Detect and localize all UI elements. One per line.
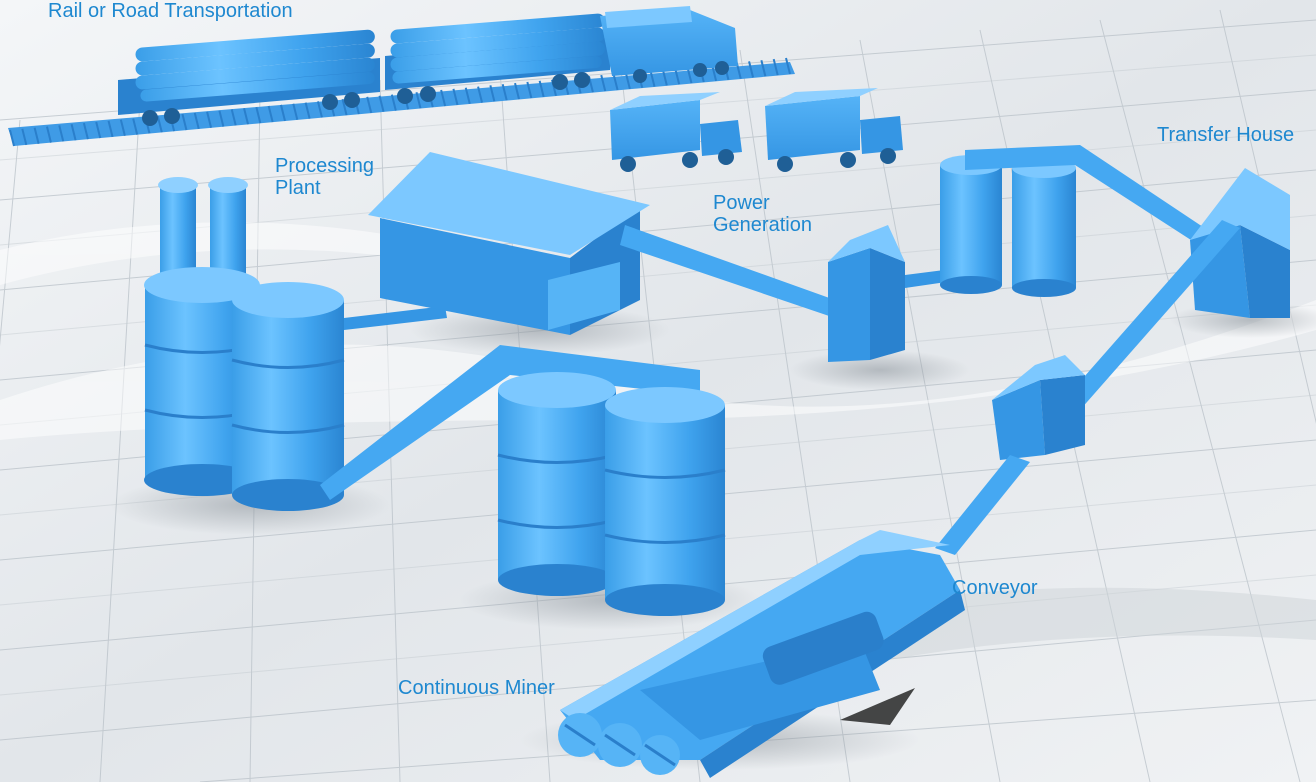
train-railcars [118,6,738,126]
rail-tie [612,73,619,91]
miner-shadow-wedge [840,688,915,725]
rail-tie [58,125,65,142]
diagram-labels: Rail or Road Transportation Processing Pl… [48,0,1294,699]
truck-1 [610,92,742,172]
rail-tie [489,85,496,102]
rail-tie [82,122,89,140]
rail-tie [95,121,102,139]
label-conveyor: Conveyor [952,577,1038,599]
label-line: Processing [275,155,374,177]
label-line: Rail or Road Transportation [48,0,293,22]
truck-2 [765,88,903,172]
rail-tie [501,84,508,101]
rail-tie [107,120,114,138]
rail-tie [366,96,373,114]
rail-tie [119,119,126,136]
rail-tie [772,58,779,76]
rail-tie [477,86,484,103]
rail-tie [624,72,631,90]
rail-tie [760,60,767,77]
rail-tie [218,110,225,127]
rail-tie [440,89,447,107]
rail-tie [514,82,520,100]
label-line: Continuous Miner [398,677,555,699]
label-line: Power [713,192,770,214]
label-line: Conveyor [952,577,1038,599]
conveyor-belt [935,455,1030,555]
label-transfer-house: Transfer House [1157,124,1294,146]
rail-tie [9,129,15,147]
rail-tie [181,113,188,131]
rail-tie [230,109,237,126]
rail-tie [378,95,385,112]
label-line: Generation [713,214,812,236]
continuous-miner-machine [558,530,965,778]
rail-tie [600,74,607,92]
rail-tie [280,104,286,122]
haul-trucks [610,88,903,172]
rail-tie [70,124,77,141]
rail-tie [649,70,656,87]
rail-tie [267,105,274,123]
rail-tie [193,112,200,130]
rail-tie [526,81,533,99]
rail-tie [785,57,791,75]
rail-tie [132,118,139,135]
label-processing-plant: Processing Plant [275,155,374,199]
rail-tie [341,98,348,116]
rail-tie [243,108,250,125]
rail-tie [304,102,311,119]
label-line: Plant [275,177,321,199]
storage-silos [497,372,726,616]
transfer-silos [940,145,1230,297]
processing-plant-building [368,152,650,335]
rail-tie [33,127,40,144]
rail-tie [255,106,262,124]
processing-plant-stacks [144,177,345,511]
rail-tie [452,88,459,106]
rail-tie [292,103,299,120]
rail-tie [748,61,755,78]
label-line: Transfer House [1157,124,1294,146]
rail-tie [316,101,323,118]
rail-tie [674,68,681,85]
rail-tie [156,116,163,133]
rail-tie [661,69,668,86]
label-power-generation: Power Generation [713,192,812,236]
rail-tie [21,128,28,146]
rail-tie [464,87,471,104]
rail-tie [415,92,422,109]
rail-tie [390,94,397,111]
inclined-conveyor [1062,220,1240,410]
conveyor-to-power [620,225,835,318]
rail-tie [45,126,52,143]
rail-tie [206,111,213,128]
label-continuous-miner: Continuous Miner [398,677,555,699]
conveyor-junction [992,355,1085,460]
label-rail-road-transportation: Rail or Road Transportation [48,0,293,22]
rail-tie [538,80,545,98]
